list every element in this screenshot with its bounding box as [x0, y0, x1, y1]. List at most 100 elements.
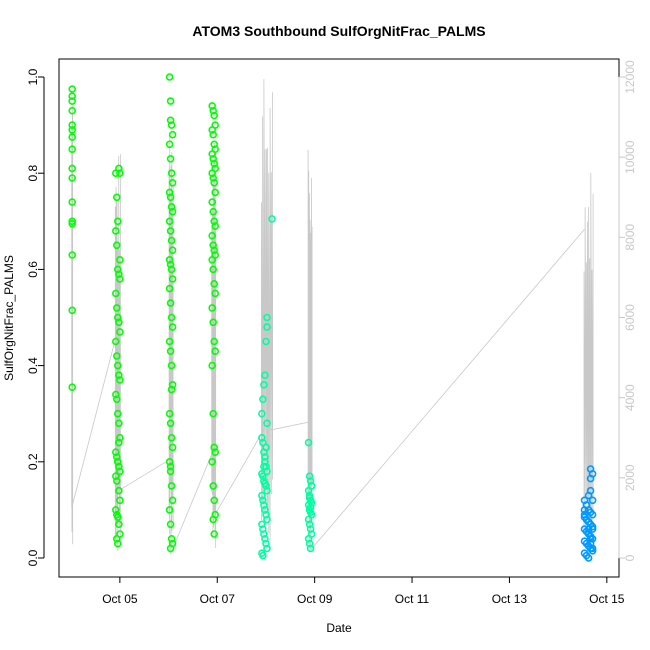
data-point	[167, 534, 176, 543]
y2-tick-label: 2000	[623, 464, 637, 491]
data-point	[168, 207, 177, 216]
y2-tick-label: 4000	[623, 384, 637, 411]
data-point	[262, 337, 270, 346]
data-point	[262, 443, 270, 452]
y-tick-label: 0.6	[26, 261, 40, 278]
data-point	[68, 97, 76, 105]
y-axis-label: SulfOrgNitFrac_PALMS	[2, 255, 16, 381]
data-point	[68, 121, 76, 129]
data-point	[116, 376, 124, 384]
data-point	[68, 85, 76, 93]
data-point	[168, 496, 177, 505]
y2-tick-label: 10000	[623, 140, 637, 174]
data-point	[112, 472, 120, 481]
data-point	[306, 503, 315, 512]
data-point	[208, 102, 216, 110]
y-tick-label: 0.2	[26, 453, 40, 470]
data-point	[166, 462, 175, 471]
data-point	[208, 361, 216, 370]
data-point	[209, 130, 217, 139]
x-tick-label: Oct 11	[395, 592, 430, 606]
data-point	[210, 443, 218, 452]
data-point	[68, 174, 76, 182]
data-point	[166, 193, 175, 202]
data-point	[210, 111, 218, 120]
data-point	[211, 188, 219, 197]
data-point	[584, 525, 593, 533]
data-point	[259, 496, 267, 505]
data-point	[262, 510, 270, 519]
data-point	[258, 520, 266, 529]
data-point	[209, 155, 217, 163]
y-tick-label: 1.0	[26, 68, 40, 85]
data-point	[167, 236, 176, 245]
data-point	[304, 438, 313, 447]
data-point	[166, 467, 175, 476]
data-point	[259, 551, 267, 560]
data-point	[166, 520, 175, 529]
data-point	[112, 390, 120, 399]
y2-tick-label: 6000	[623, 304, 637, 331]
data-point	[116, 496, 124, 505]
data-point	[68, 92, 76, 100]
data-point	[115, 419, 123, 428]
data-point	[165, 217, 174, 226]
data-point	[68, 219, 76, 228]
data-point	[115, 486, 123, 495]
data-point	[209, 207, 217, 216]
data-point	[68, 106, 76, 115]
data-point	[115, 371, 123, 380]
data-point	[208, 231, 216, 240]
y-tick-label: 0.0	[26, 549, 40, 566]
data-point	[68, 383, 76, 392]
data-point	[168, 323, 177, 331]
data-point	[113, 304, 121, 312]
data-point	[261, 371, 269, 380]
data-point	[168, 179, 177, 187]
data-point	[167, 169, 176, 177]
data-point	[211, 347, 219, 356]
plot-frame	[58, 58, 620, 578]
data-point	[304, 534, 313, 543]
data-point	[263, 544, 271, 553]
data-point	[210, 337, 218, 346]
data-point	[209, 241, 217, 250]
data-point	[165, 409, 174, 418]
data-point	[261, 457, 269, 466]
data-point	[112, 289, 120, 298]
data-point	[168, 380, 177, 389]
data-point	[114, 265, 122, 274]
data-point	[113, 241, 121, 250]
data-point	[165, 188, 174, 197]
data-point	[116, 328, 124, 336]
data-point	[208, 198, 216, 206]
data-point	[261, 534, 269, 543]
data-point	[113, 193, 121, 202]
data-point	[166, 97, 175, 105]
data-point	[114, 513, 122, 521]
data-point	[168, 443, 177, 452]
data-point	[168, 246, 177, 254]
data-point	[210, 279, 218, 288]
data-point	[588, 544, 597, 553]
data-point	[260, 380, 268, 389]
data-point	[165, 140, 174, 149]
data-point	[114, 457, 122, 466]
data-point	[263, 419, 271, 428]
data-point	[268, 215, 276, 223]
data-point	[167, 313, 176, 322]
data-point	[258, 433, 266, 442]
data-point	[304, 515, 313, 524]
data-point	[262, 539, 270, 548]
data-point	[68, 133, 76, 141]
y2-tick-label: 0	[623, 554, 637, 561]
altitude-layer	[71, 79, 594, 555]
data-point	[114, 409, 122, 418]
data-point	[261, 506, 269, 514]
data-point	[68, 164, 76, 173]
y2-tick-label: 12000	[623, 60, 637, 94]
data-point	[305, 520, 314, 529]
data-point	[305, 539, 314, 548]
data-point	[165, 506, 174, 514]
